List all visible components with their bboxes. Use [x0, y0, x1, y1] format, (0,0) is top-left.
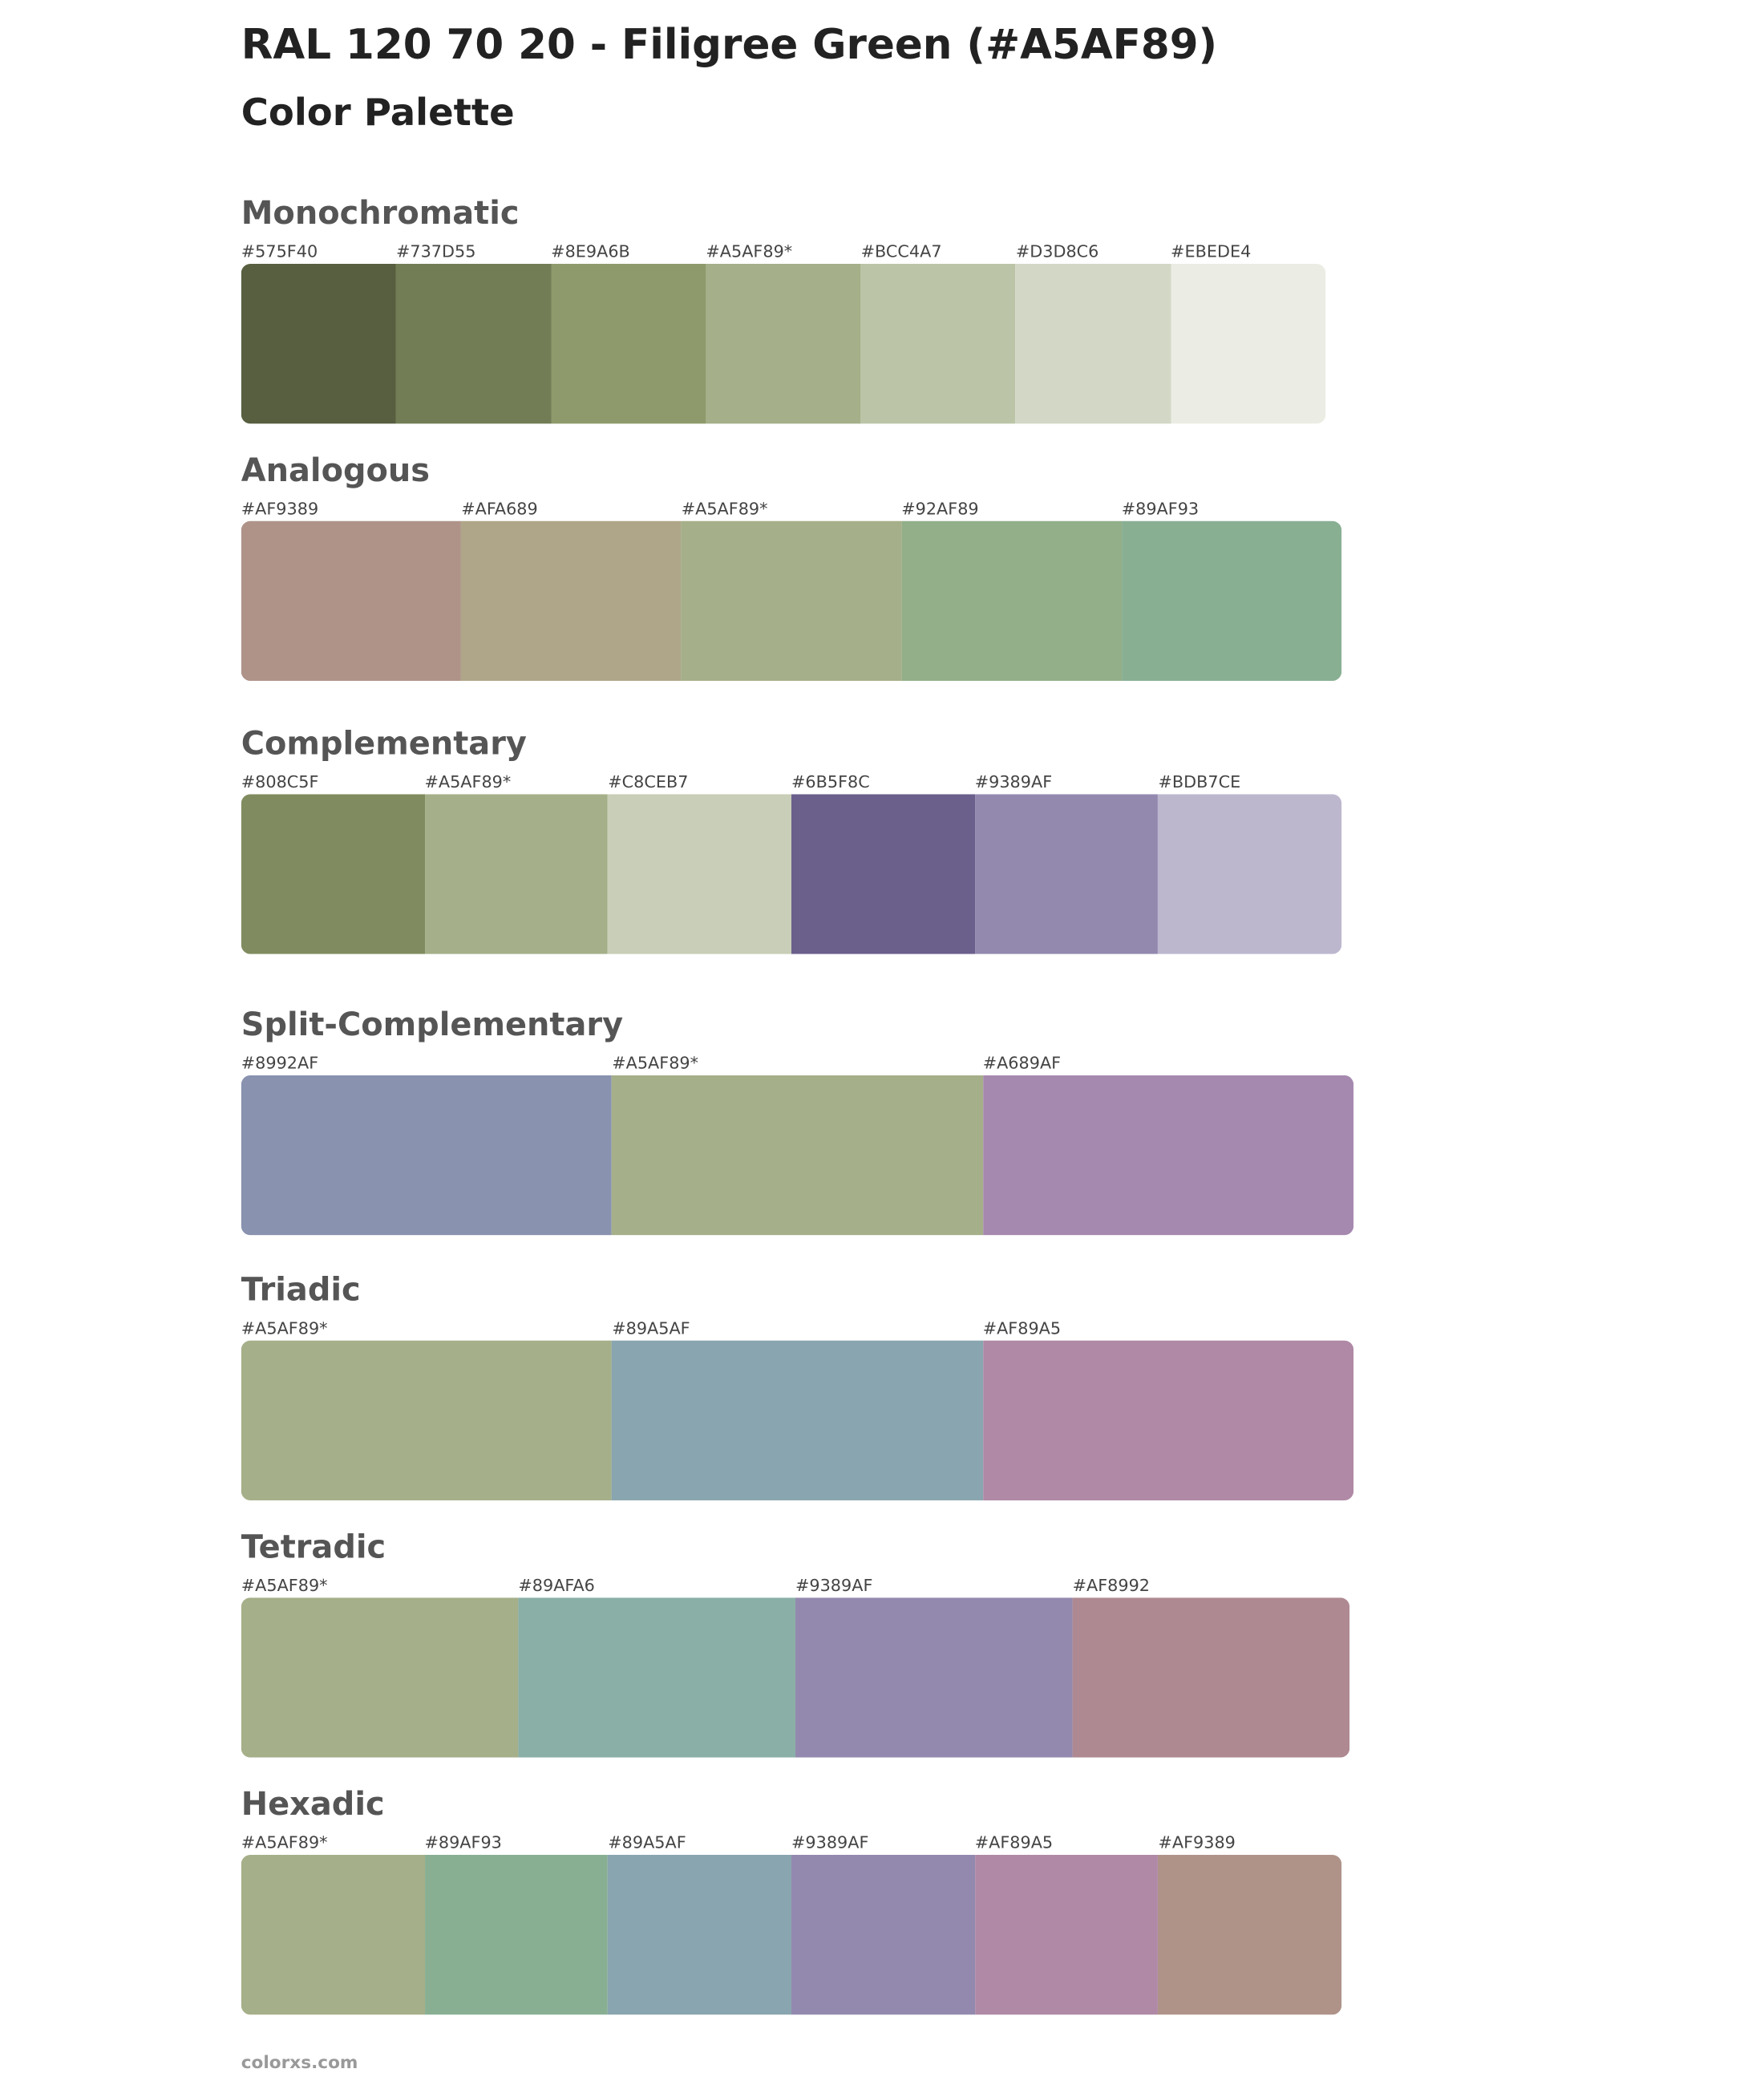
color-swatch	[241, 1075, 613, 1236]
swatch-label: #8E9A6B	[551, 241, 630, 261]
swatch-label: #9389AF	[795, 1575, 873, 1595]
section-heading: Tetradic	[241, 1528, 386, 1566]
swatch-label: #BCC4A7	[860, 241, 942, 261]
swatch-row	[241, 1854, 1342, 2015]
swatch-label: #89AFA6	[518, 1575, 595, 1595]
swatch-label: #AFA689	[461, 498, 538, 519]
swatch-label: #A5AF89*	[706, 241, 793, 261]
color-swatch	[791, 794, 975, 954]
color-swatch	[860, 263, 1016, 424]
color-swatch	[241, 263, 396, 424]
swatch-label: #AF89A5	[982, 1318, 1062, 1338]
swatch-label: #8992AF	[241, 1052, 319, 1073]
swatch-row	[241, 1597, 1350, 1758]
color-swatch	[518, 1597, 795, 1758]
color-swatch	[395, 263, 552, 424]
color-swatch	[974, 794, 1159, 954]
color-swatch	[681, 520, 902, 682]
section-heading: Analogous	[241, 451, 431, 489]
swatch-label: #D3D8C6	[1015, 241, 1099, 261]
swatch-row	[241, 794, 1342, 954]
color-swatch	[1171, 263, 1326, 424]
color-swatch	[1015, 263, 1171, 424]
swatch-label: #89AF93	[1121, 498, 1200, 519]
section-heading: Monochromatic	[241, 194, 520, 233]
swatch-label: #575F40	[241, 241, 318, 261]
color-swatch	[706, 263, 861, 424]
color-swatch	[608, 1854, 792, 2015]
color-swatch	[791, 1854, 975, 2015]
color-swatch	[241, 794, 425, 954]
swatch-row	[241, 1075, 1354, 1236]
swatch-label: #AF9389	[1158, 1832, 1236, 1852]
section-heading: Triadic	[241, 1271, 361, 1309]
color-swatch	[612, 1340, 983, 1500]
color-swatch	[1072, 1597, 1350, 1758]
swatch-label: #AF8992	[1072, 1575, 1151, 1595]
swatch-label: #808C5F	[241, 771, 319, 791]
page-title: RAL 120 70 20 - Filigree Green (#A5AF89)	[241, 21, 1218, 70]
section-heading: Complementary	[241, 724, 527, 763]
color-swatch	[901, 520, 1122, 682]
color-swatch	[608, 794, 792, 954]
swatch-label: #A689AF	[982, 1052, 1062, 1073]
swatch-label: #9389AF	[974, 771, 1053, 791]
color-swatch	[1158, 794, 1342, 954]
swatch-label: #A5AF89*	[681, 498, 768, 519]
color-swatch	[424, 1854, 609, 2015]
swatch-label: #89A5AF	[608, 1832, 686, 1852]
page-subtitle: Color Palette	[241, 90, 515, 135]
swatch-label: #6B5F8C	[791, 771, 870, 791]
color-swatch	[795, 1597, 1073, 1758]
swatch-label: #C8CEB7	[608, 771, 689, 791]
color-swatch	[551, 263, 706, 424]
section-heading: Hexadic	[241, 1785, 385, 1824]
color-swatch	[982, 1340, 1354, 1500]
color-swatch	[241, 1340, 613, 1500]
swatch-label: #89AF93	[424, 1832, 502, 1852]
swatch-label: #A5AF89*	[424, 771, 512, 791]
color-swatch	[461, 520, 682, 682]
color-swatch	[1158, 1854, 1342, 2015]
color-swatch	[974, 1854, 1159, 2015]
swatch-label: #EBEDE4	[1171, 241, 1252, 261]
color-swatch	[241, 520, 462, 682]
swatch-row	[241, 520, 1342, 682]
color-swatch	[982, 1075, 1354, 1236]
color-swatch	[1121, 520, 1342, 682]
section-heading: Split-Complementary	[241, 1006, 624, 1044]
swatch-label: #BDB7CE	[1158, 771, 1241, 791]
footer-link[interactable]: colorxs.com	[241, 2053, 358, 2074]
color-swatch	[241, 1597, 519, 1758]
swatch-label: #A5AF89*	[612, 1052, 699, 1073]
color-swatch	[241, 1854, 425, 2015]
color-swatch	[612, 1075, 983, 1236]
swatch-label: #AF89A5	[974, 1832, 1054, 1852]
swatch-label: #A5AF89*	[241, 1832, 328, 1852]
swatch-label: #A5AF89*	[241, 1575, 328, 1595]
swatch-row	[241, 1340, 1354, 1500]
swatch-label: #AF9389	[241, 498, 319, 519]
swatch-label: #92AF89	[901, 498, 979, 519]
color-swatch	[424, 794, 609, 954]
swatch-label: #89A5AF	[612, 1318, 690, 1338]
swatch-label: #A5AF89*	[241, 1318, 328, 1338]
swatch-row	[241, 263, 1326, 424]
swatch-label: #9389AF	[791, 1832, 869, 1852]
swatch-label: #737D55	[395, 241, 476, 261]
